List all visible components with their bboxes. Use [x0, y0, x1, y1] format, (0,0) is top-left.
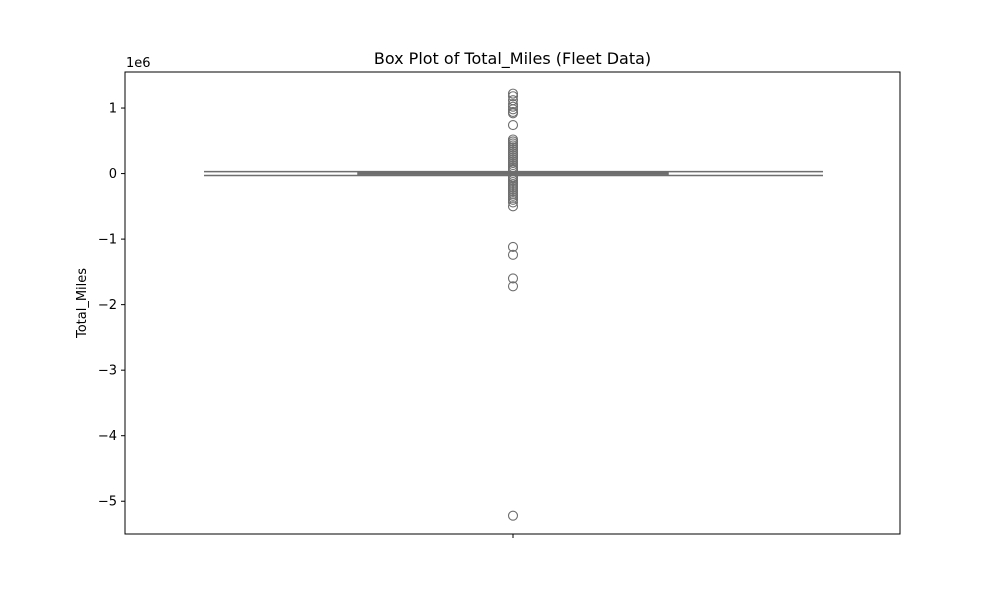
y-tick-label: −4 [98, 429, 117, 444]
y-tick-label: 1 [109, 102, 117, 117]
y-tick-label: −3 [98, 364, 117, 379]
y-tick-label: −2 [98, 298, 117, 313]
outlier-point [507, 510, 519, 521]
y-offset-label: 1e6 [126, 56, 151, 71]
outlier-point [507, 197, 519, 208]
outlier-point [507, 249, 519, 260]
y-axis-label: Total_Miles [75, 268, 90, 339]
y-tick-label: 0 [109, 167, 117, 182]
y-tick-label: −5 [98, 495, 117, 510]
outlier-point [507, 281, 519, 292]
y-axis: 1 0 −1 −2 −3 −4 −5 [98, 102, 125, 510]
outlier-point [507, 91, 519, 102]
outlier-point [507, 120, 519, 131]
outlier-point [507, 194, 519, 205]
outlier-point [507, 165, 519, 176]
outlier-point [507, 108, 519, 119]
outlier-point [507, 101, 519, 112]
outlier-point [507, 104, 519, 115]
chart-title: Box Plot of Total_Miles (Fleet Data) [374, 49, 651, 69]
outlier-point [507, 201, 519, 212]
outlier-point [507, 273, 519, 284]
y-tick-label: −1 [98, 233, 117, 248]
outlier-point [507, 88, 519, 99]
outlier-series [507, 88, 519, 521]
outlier-point [507, 241, 519, 253]
